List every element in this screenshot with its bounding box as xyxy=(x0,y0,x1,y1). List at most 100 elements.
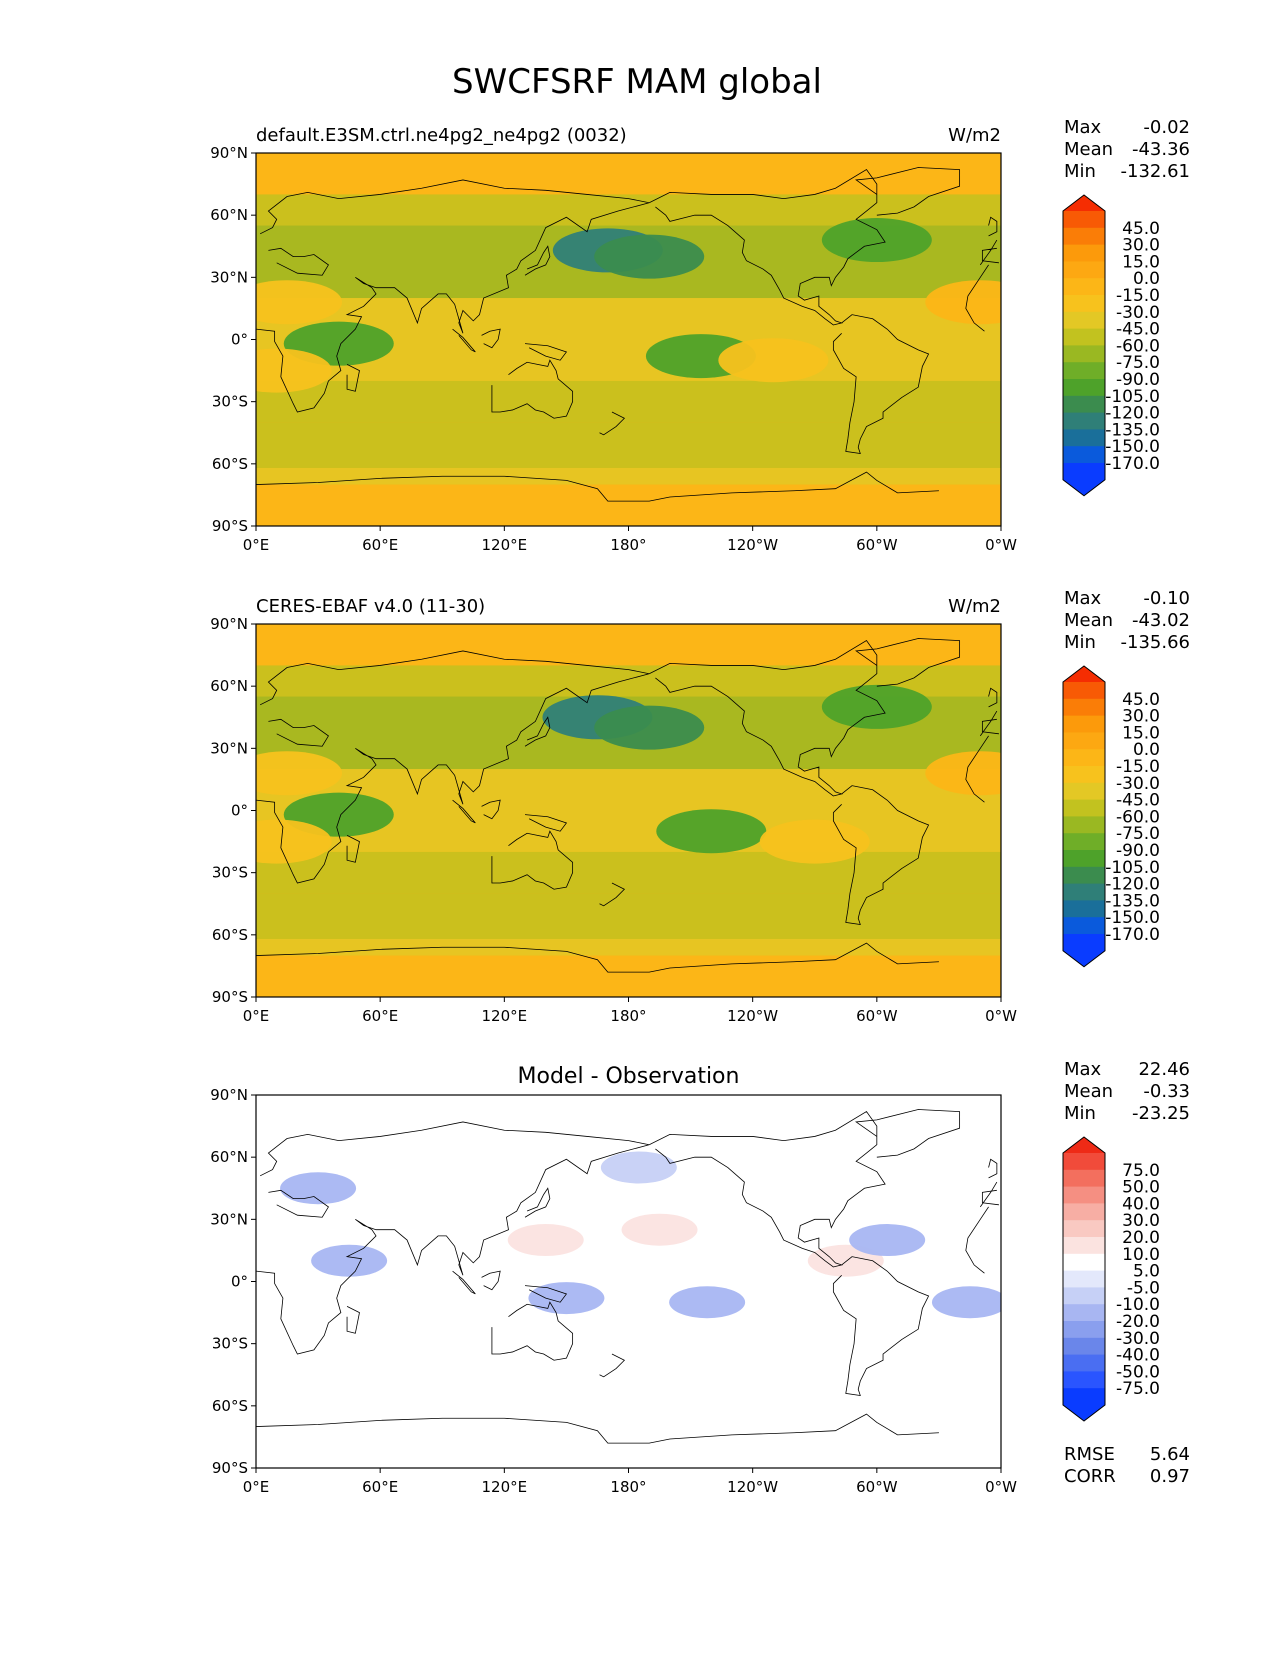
coastline xyxy=(649,169,886,326)
colorbar-segment xyxy=(1063,412,1105,430)
colorbar-label: -40.0 xyxy=(1116,1346,1160,1366)
colorbar: 75.050.040.030.020.010.05.0-5.0-10.0-20.… xyxy=(1062,1136,1160,1422)
stat-label: Max xyxy=(1064,117,1102,138)
coastline xyxy=(649,1111,886,1268)
stat-value: -135.66 xyxy=(1121,632,1190,653)
map-field xyxy=(256,1095,1001,1468)
x-tick-label: 60°W xyxy=(856,1478,898,1496)
map-field xyxy=(256,624,1001,997)
panel-units: W/m2 xyxy=(948,125,1001,146)
colorbar-segment xyxy=(1063,295,1105,313)
colorbar-label: -150.0 xyxy=(1105,908,1160,928)
field-blob xyxy=(849,1224,926,1257)
stat-label: Mean xyxy=(1064,610,1113,631)
stat-label: RMSE xyxy=(1064,1444,1115,1465)
colorbar-label: -60.0 xyxy=(1116,807,1160,827)
colorbar-segment xyxy=(1063,934,1105,952)
y-tick-label: 30°S xyxy=(212,864,248,882)
colorbar-label: -20.0 xyxy=(1116,1312,1160,1332)
stat-value: 0.97 xyxy=(1150,1466,1190,1487)
coastline xyxy=(524,1187,551,1218)
stat-label: Min xyxy=(1064,632,1096,653)
stat-label: Mean xyxy=(1064,139,1113,160)
coastline xyxy=(524,716,551,747)
colorbar-segment xyxy=(1063,698,1105,717)
y-tick-label: 90°S xyxy=(212,988,248,1006)
y-tick-label: 90°S xyxy=(212,1459,248,1477)
field-blob xyxy=(718,338,829,383)
y-tick-label: 30°N xyxy=(210,1210,248,1228)
colorbar-segment xyxy=(1063,1253,1105,1272)
colorbar-label: 5.0 xyxy=(1133,1262,1160,1282)
coastline xyxy=(491,1301,574,1361)
y-tick-label: 60°N xyxy=(210,677,248,695)
colorbar-label: 15.0 xyxy=(1122,723,1160,743)
colorbar-label: -170.0 xyxy=(1105,925,1160,945)
y-tick-label: 0° xyxy=(231,331,248,349)
field-blob xyxy=(256,751,343,796)
x-tick-label: 120°E xyxy=(482,1007,528,1025)
colorbar-label: -170.0 xyxy=(1105,454,1160,474)
colorbar-segment xyxy=(1063,1270,1105,1288)
colorbar-extend-top xyxy=(1063,1137,1105,1153)
colorbar-segment xyxy=(1063,732,1105,750)
y-tick-label: 60°S xyxy=(212,926,248,944)
x-tick-label: 60°E xyxy=(362,1478,398,1496)
x-tick-label: 0°W xyxy=(985,536,1017,554)
colorbar-segment xyxy=(1063,395,1105,414)
colorbar-label: -30.0 xyxy=(1116,774,1160,794)
colorbar-label: -30.0 xyxy=(1116,303,1160,323)
coastlines xyxy=(256,1109,999,1444)
coastline xyxy=(491,830,574,890)
panel-title: CERES-EBAF v4.0 (11-30) xyxy=(256,596,485,617)
field-blob xyxy=(528,1130,605,1163)
stat-label: Max xyxy=(1064,588,1102,609)
colorbar-label: -120.0 xyxy=(1105,875,1160,895)
coastline xyxy=(491,359,574,419)
colorbar-frame xyxy=(1062,665,1106,968)
coastline xyxy=(346,835,360,863)
colorbar-label: 20.0 xyxy=(1122,1228,1160,1248)
colorbar-segment xyxy=(1063,227,1105,246)
x-tick-label: 120°E xyxy=(482,536,528,554)
colorbar-segment xyxy=(1063,883,1105,901)
coastline xyxy=(988,216,998,237)
colorbar-segment xyxy=(1063,782,1105,801)
colorbar-segment xyxy=(1063,1169,1105,1188)
x-tick-label: 60°W xyxy=(856,536,898,554)
x-tick-label: 120°E xyxy=(482,1478,528,1496)
y-tick-label: 90°N xyxy=(210,1086,248,1104)
coastline xyxy=(988,1158,998,1179)
colorbar-extend-top xyxy=(1063,195,1105,211)
x-tick-label: 0°E xyxy=(243,1478,270,1496)
field-blob xyxy=(759,819,870,864)
colorbar-label: -135.0 xyxy=(1105,420,1160,440)
panel-title: Model - Observation xyxy=(518,1064,740,1089)
y-tick-label: 30°S xyxy=(212,1335,248,1353)
stat-label: CORR xyxy=(1064,1466,1116,1487)
panel-1: default.E3SM.ctrl.ne4pg2_ne4pg2 (0032) W/… xyxy=(210,117,1190,554)
zonal-band xyxy=(256,851,1001,894)
field-blob xyxy=(931,1286,1001,1319)
x-tick-label: 0°W xyxy=(985,1007,1017,1025)
field-blob xyxy=(821,684,932,729)
coastline xyxy=(452,799,476,824)
zonal-band xyxy=(256,422,1001,468)
coastline xyxy=(481,1270,501,1291)
colorbar-label: -15.0 xyxy=(1116,757,1160,777)
colorbar-segment xyxy=(1063,1337,1105,1356)
coastlines xyxy=(256,167,999,502)
colorbar-segment xyxy=(1063,715,1105,733)
zonal-band xyxy=(256,893,1001,939)
y-tick-label: 60°S xyxy=(212,455,248,473)
colorbar-segment xyxy=(1063,1220,1105,1238)
colorbar-label: -60.0 xyxy=(1116,336,1160,356)
coastline xyxy=(855,1109,961,1158)
colorbar-segment xyxy=(1063,866,1105,885)
coastline xyxy=(346,364,360,392)
stat-value: 22.46 xyxy=(1138,1059,1190,1080)
coastline xyxy=(599,411,626,436)
coastline xyxy=(599,882,626,907)
